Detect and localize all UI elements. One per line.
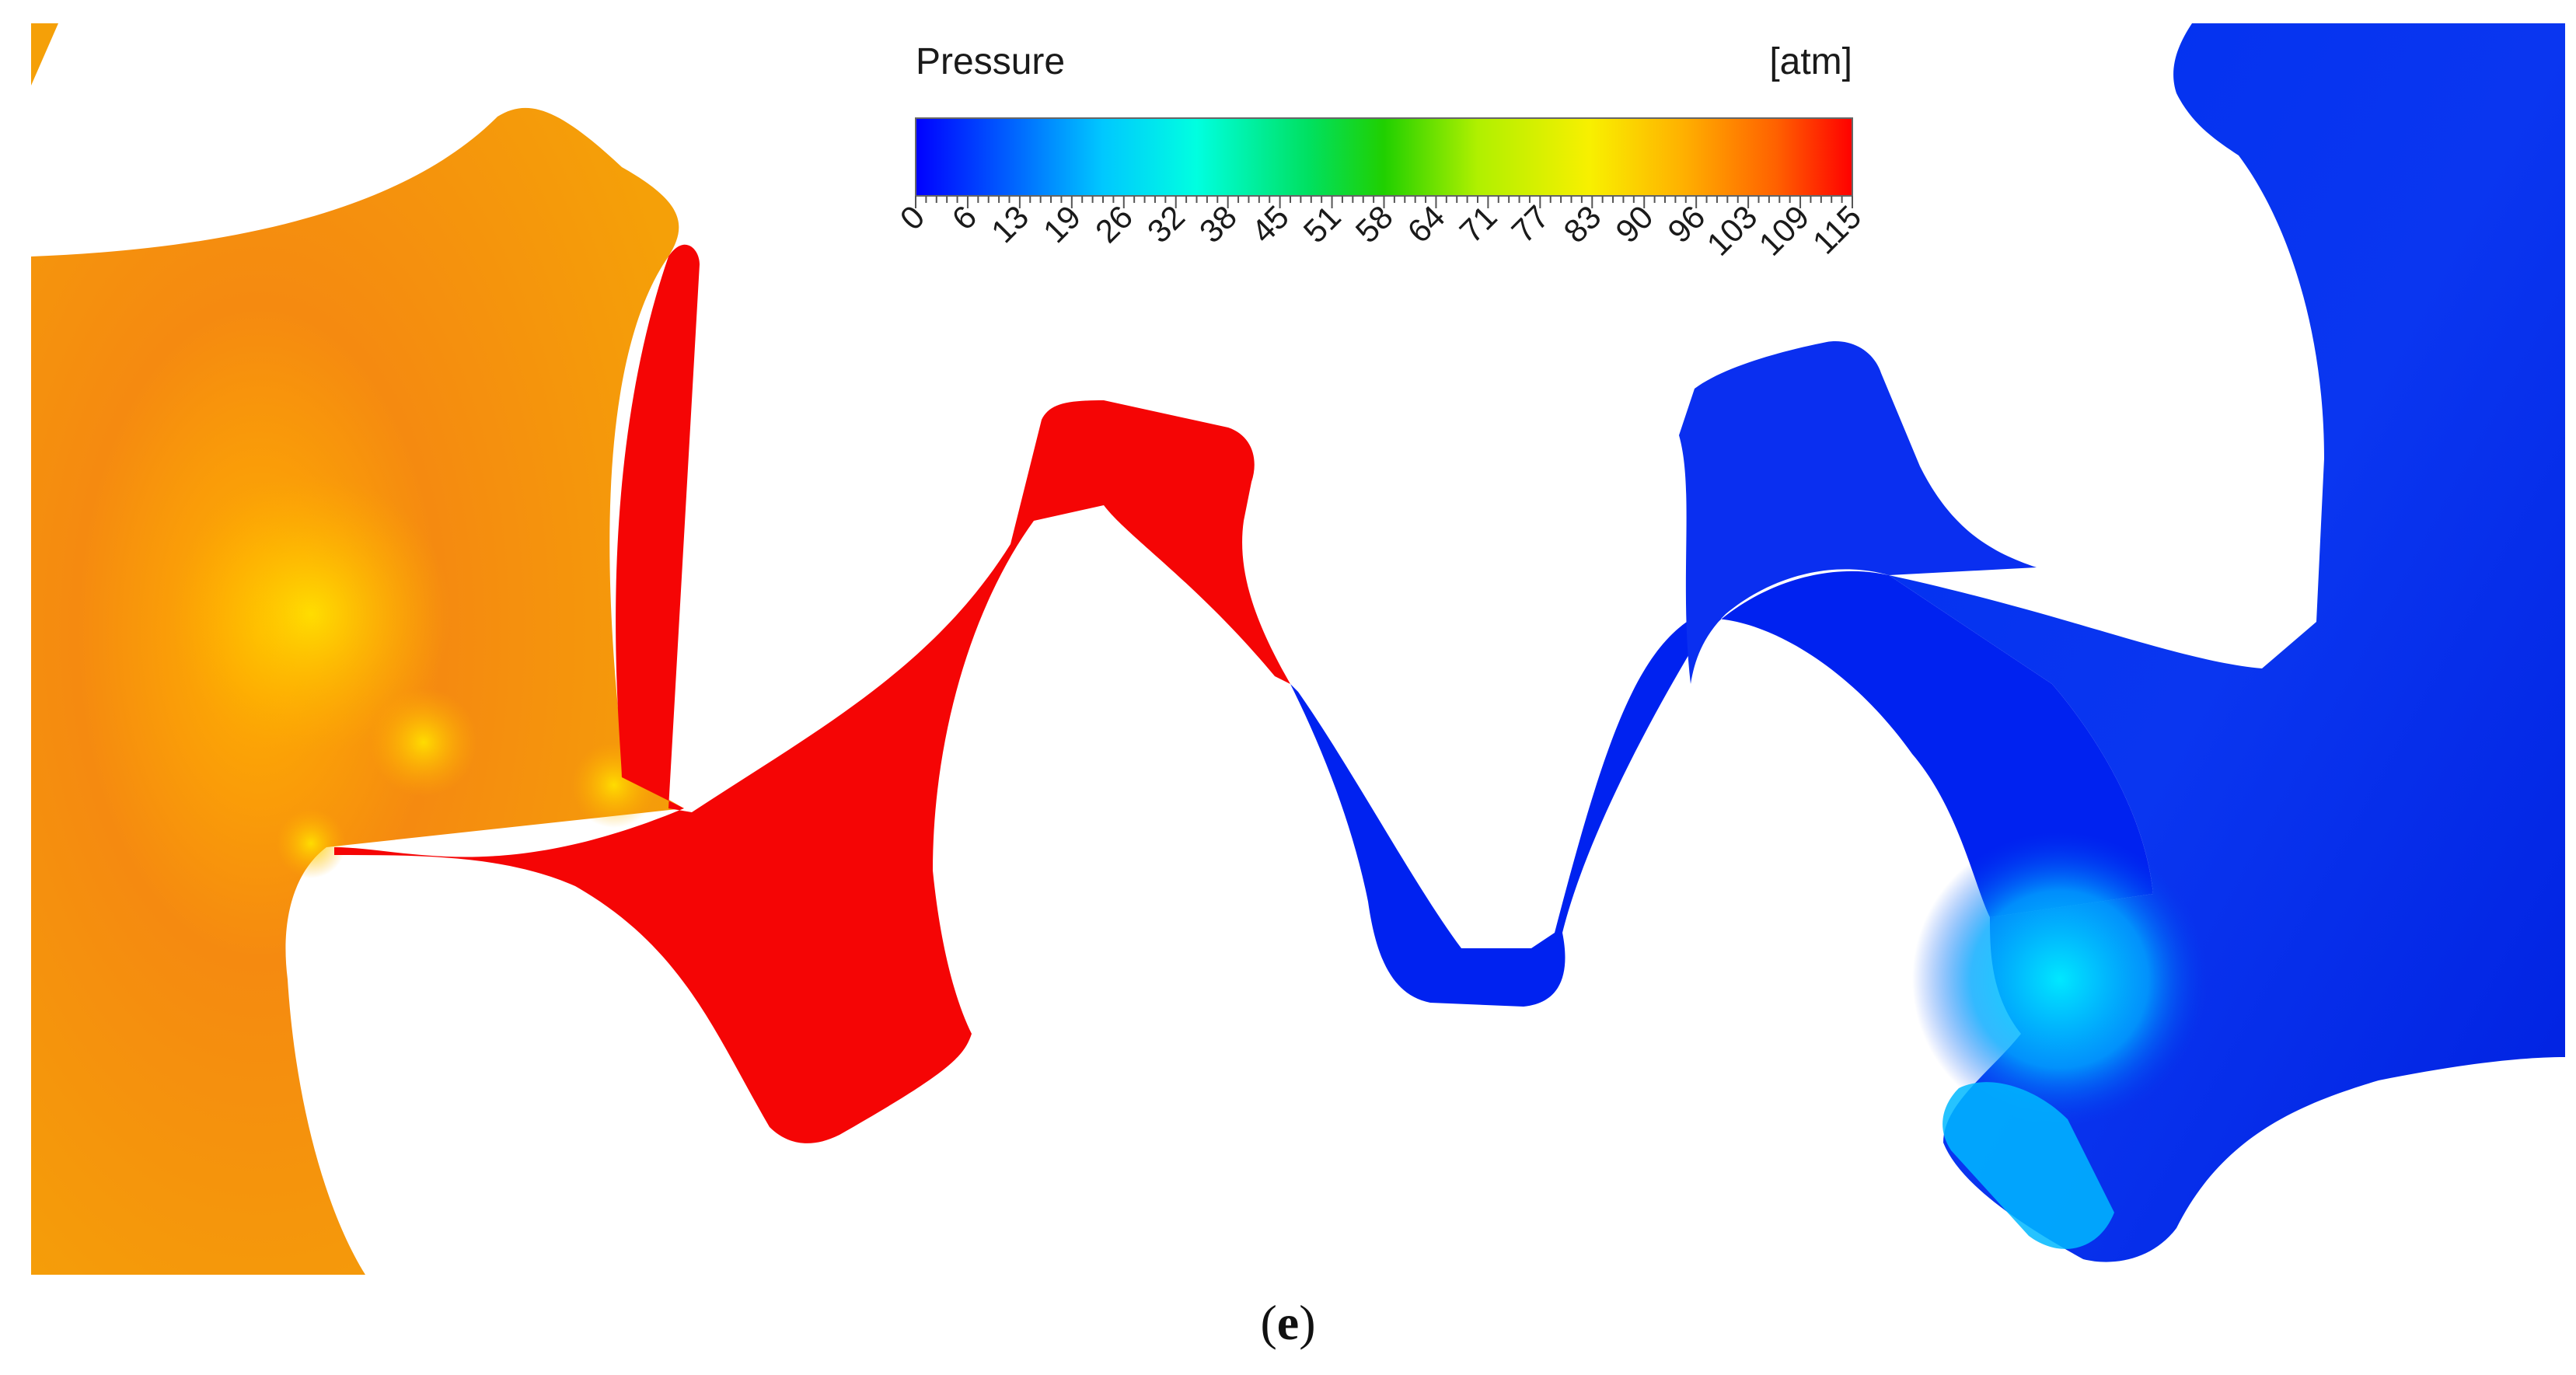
cyan-tooth-tip [1942, 1082, 2114, 1249]
colorbar-tick-label: 19 [1036, 198, 1087, 250]
colorbar-tick-label: 0 [893, 198, 932, 237]
colorbar-tick-label: 90 [1608, 198, 1660, 250]
hot-spot [369, 688, 478, 797]
colorbar-tick-label: 38 [1192, 198, 1244, 250]
colorbar-ticks [915, 196, 1853, 208]
colorbar-tick-label: 77 [1504, 198, 1555, 250]
colorbar-tick-label: 13 [984, 198, 1035, 250]
low-pressure-tooth-region [1679, 341, 2037, 684]
colorbar-unit: [atm] [1769, 41, 1852, 82]
caption-letter: e [1276, 1295, 1300, 1350]
colorbar-tick-label: 64 [1401, 198, 1452, 250]
colorbar-tick-label: 115 [1806, 198, 1869, 261]
colorbar-tick-label: 109 [1752, 198, 1817, 263]
hot-spot [171, 474, 451, 754]
colorbar-tick-label: 26 [1088, 198, 1140, 250]
gear-fragment [31, 23, 58, 86]
caption-close: ) [1299, 1295, 1316, 1350]
figure-caption: (e) [0, 1294, 2576, 1352]
colorbar-title: Pressure [916, 41, 1065, 82]
colorbar-tick-label: 71 [1452, 198, 1503, 250]
colorbar: Pressure [atm] 0 6 13 19 26 32 38 45 51 58 64 71 77 8… [893, 41, 1869, 263]
high-pressure-gap-region [334, 244, 1290, 1143]
colorbar-tick-label: 51 [1297, 198, 1348, 250]
caption-open: ( [1260, 1295, 1277, 1350]
cyan-pressure-spot [1912, 832, 2208, 1127]
colorbar-tick-label: 32 [1140, 198, 1192, 250]
colorbar-gradient [915, 117, 1853, 197]
colorbar-tick-label: 6 [945, 198, 984, 237]
colorbar-tick-label: 83 [1556, 198, 1607, 250]
colorbar-tick-label: 103 [1700, 198, 1764, 263]
colorbar-tick-label: 45 [1244, 198, 1296, 250]
colorbar-tick-label: 58 [1349, 198, 1400, 250]
hot-spot [276, 808, 346, 878]
low-pressure-gap-region [1290, 571, 2153, 1007]
